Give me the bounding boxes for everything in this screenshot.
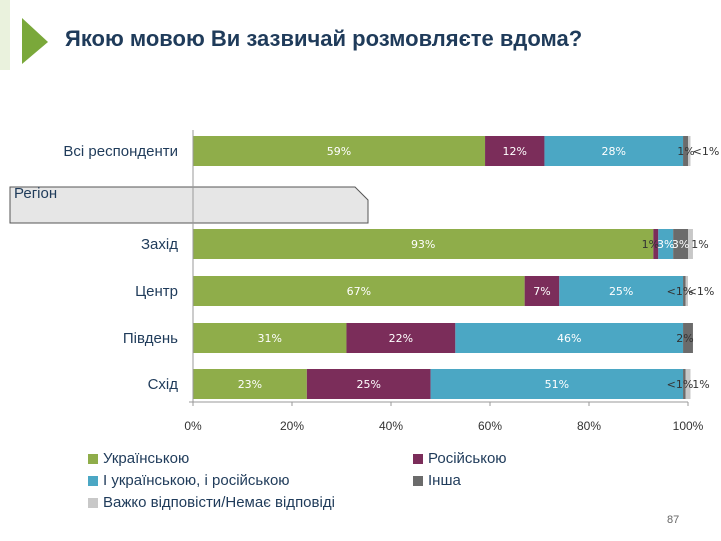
data-label: 28% [602,145,626,158]
legend-label: Російською [428,450,507,467]
data-label: 25% [356,378,380,391]
bar-segment [673,229,688,259]
data-label: <1% [667,378,694,391]
data-label: 3% [672,238,689,251]
bar-segment [685,369,691,399]
bar-segment [485,136,545,166]
x-tick-label: 80% [577,419,601,433]
legend-label: Українською [103,450,190,467]
data-label: 22% [389,332,413,345]
data-label: 93% [411,238,435,251]
data-label: 1% [642,238,659,251]
data-label: 59% [327,145,351,158]
bar-segment [346,323,456,353]
data-label: 1% [691,238,708,251]
category-label: Схід [148,376,179,393]
bar-segment [685,276,688,306]
legend-label: І українською, і російською [103,472,290,489]
bar-segment [524,276,560,306]
data-label: <1% [667,285,694,298]
bar-segment [193,276,525,306]
region-header: Регіон [14,185,58,202]
category-label: Всі респонденти [63,143,178,160]
bar-segment [193,136,486,166]
data-label: 31% [257,332,281,345]
bar-segment [193,229,654,259]
legend-item: І українською, і російською [88,472,290,489]
bar-segment [193,369,307,399]
region-tab [9,186,369,224]
header-arrow-icon [0,0,48,70]
data-label: 12% [503,145,527,158]
x-tick-label: 60% [478,419,502,433]
bar-segment [683,136,688,166]
data-label: 7% [533,285,550,298]
legend-label: Важко відповісти/Немає відповіді [103,494,335,511]
bar-segment [688,136,691,166]
legend-item: Російською [413,450,507,467]
data-label: 51% [545,378,569,391]
category-label: Захід [141,236,178,253]
legend-item: Українською [88,450,189,467]
data-label: 1% [692,378,709,391]
bar-segment [653,229,659,259]
bar-segment [544,136,684,166]
legend-swatch [88,453,98,464]
data-label: <1% [693,145,720,158]
page-number: 87 [667,514,680,526]
x-tick-label: 20% [280,419,304,433]
bar-segment [683,369,686,399]
bar-segment [683,323,693,353]
legend-item: Інша [413,472,461,489]
bar-segment [455,323,684,353]
legend-label: Інша [428,472,461,489]
bar-segment [430,369,684,399]
data-label: 67% [347,285,371,298]
legend-swatch [413,453,423,464]
data-label: 1% [677,145,694,158]
data-label: <1% [688,285,715,298]
bar-segment [306,369,431,399]
legend-swatch [88,475,98,486]
data-label: 46% [557,332,581,345]
data-label: 25% [609,285,633,298]
bar-segment [683,276,686,306]
x-tick-label: 100% [673,419,704,433]
bar-segment [658,229,674,259]
legend-swatch [88,497,98,508]
bar-segment [559,276,684,306]
legend-swatch [413,475,423,486]
data-label: 2% [676,332,693,345]
data-label: 23% [238,378,262,391]
category-label: Центр [135,283,178,300]
x-tick-label: 40% [379,419,403,433]
x-tick-label: 0% [184,419,202,433]
bar-segment [688,229,693,259]
page-title: Якою мовою Ви зазвичай розмовляєте вдома… [65,26,583,51]
data-label: 3% [657,238,674,251]
category-label: Південь [123,330,178,347]
bar-segment [193,323,347,353]
legend-item: Важко відповісти/Немає відповіді [88,494,335,511]
